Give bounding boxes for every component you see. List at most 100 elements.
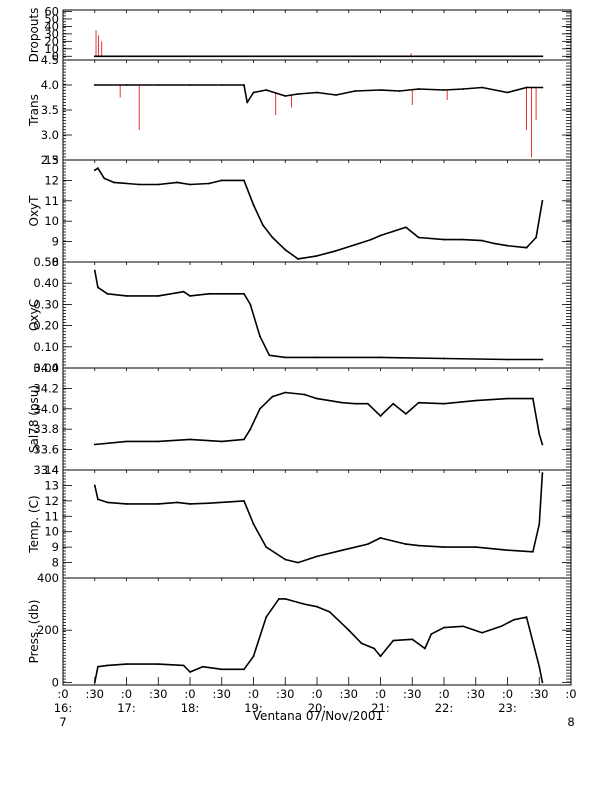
data-point xyxy=(417,236,420,239)
data-point xyxy=(249,428,252,431)
data-point xyxy=(443,357,445,360)
data-point xyxy=(354,90,356,92)
panel-5: 33.4 33.6 33.8 34.0 34.2 34.4 Sal78 (psu) xyxy=(27,361,572,477)
panel-7: 0 200 400 Press. (db) xyxy=(27,571,572,689)
data-point xyxy=(443,89,445,91)
data-point xyxy=(265,546,268,549)
data-point xyxy=(243,499,245,502)
data-point xyxy=(443,626,445,629)
data-point xyxy=(443,402,445,405)
data-point xyxy=(417,401,420,404)
data-point xyxy=(328,611,331,613)
data-point xyxy=(366,402,369,405)
y-tick-label: 9 xyxy=(52,540,59,554)
data-point xyxy=(541,472,544,474)
x-tick-label: :30 xyxy=(466,687,485,701)
data-point xyxy=(271,236,274,239)
data-point xyxy=(106,501,109,504)
data-point xyxy=(379,234,382,237)
data-point xyxy=(430,633,433,636)
data-point xyxy=(525,616,528,619)
data-point xyxy=(93,484,96,487)
y-tick-label: 200 xyxy=(37,623,59,637)
data-point xyxy=(316,55,318,58)
panel-frame xyxy=(62,469,572,579)
data-point xyxy=(157,440,160,443)
x-tick-hour: 17: xyxy=(117,701,136,715)
x-tick-label: :0 xyxy=(311,687,322,701)
data-point xyxy=(284,597,287,600)
data-point xyxy=(189,438,191,441)
x-tick-hour: 19: xyxy=(244,701,263,715)
data-point xyxy=(506,91,509,94)
data-point xyxy=(366,543,369,545)
y-tick-label: 20 xyxy=(44,34,59,48)
data-point xyxy=(284,95,287,97)
data-point xyxy=(525,246,528,249)
data-point xyxy=(112,181,115,184)
data-point xyxy=(138,183,141,186)
data-line xyxy=(94,270,543,361)
data-point xyxy=(243,292,245,295)
y-axis-label: Temp. (C) xyxy=(27,495,41,553)
panel-3: 8 9 10 11 12 13 OxyT xyxy=(27,153,572,269)
data-point xyxy=(243,438,245,441)
y-tick-label: 60 xyxy=(44,4,59,18)
x-tick-label: :30 xyxy=(339,687,358,701)
data-point xyxy=(347,629,350,632)
data-point xyxy=(354,402,356,405)
x-tick-label: :30 xyxy=(276,687,295,701)
data-line xyxy=(94,598,544,683)
data-line xyxy=(94,473,544,564)
y-axis-label: Sal78 (psu) xyxy=(27,385,41,453)
data-point xyxy=(176,501,179,504)
x-tick-hour: 18: xyxy=(181,701,200,715)
data-point xyxy=(220,440,223,443)
data-point xyxy=(316,254,318,257)
x-tick-label: :0 xyxy=(248,687,259,701)
data-point xyxy=(157,84,160,86)
data-point xyxy=(532,550,534,553)
y-tick-label: 13 xyxy=(44,153,59,167)
x-tick-label: :30 xyxy=(85,687,104,701)
data-point xyxy=(398,90,401,92)
data-point xyxy=(506,358,509,361)
data-point xyxy=(243,179,245,182)
data-point xyxy=(316,555,318,558)
data-point xyxy=(189,295,191,297)
data-point xyxy=(541,443,544,446)
y-tick-label: 12 xyxy=(44,173,59,187)
data-point xyxy=(97,167,99,170)
data-point xyxy=(157,183,160,186)
data-point xyxy=(341,401,344,404)
x-tick-label: :0 xyxy=(438,687,449,701)
data-point xyxy=(541,86,544,89)
data-point xyxy=(189,671,191,673)
y-tick-label: 0.10 xyxy=(33,340,59,354)
y-tick-label: 40 xyxy=(44,19,59,33)
x-tick-hour: 22: xyxy=(435,701,454,715)
data-point xyxy=(182,664,185,667)
y-tick-label: 11 xyxy=(44,509,59,523)
y-tick-label: 33.8 xyxy=(33,422,59,436)
x-tick-hour: 21: xyxy=(371,701,390,715)
y-axis-label: OxyC xyxy=(27,299,41,331)
data-point xyxy=(93,55,96,58)
data-point xyxy=(265,89,268,91)
time-axis: :016:7:30:017::30:018::30:019::30:020::3… xyxy=(54,10,577,729)
x-tick-label: :30 xyxy=(530,687,549,701)
data-point xyxy=(208,502,210,505)
x-tick-label: :0 xyxy=(502,687,513,701)
data-point xyxy=(417,88,420,90)
data-point xyxy=(265,616,268,619)
data-point xyxy=(125,295,128,297)
data-point xyxy=(278,597,280,600)
y-tick-label: 34.4 xyxy=(33,361,59,375)
y-tick-label: 10 xyxy=(44,42,59,56)
data-point xyxy=(157,663,160,666)
y-tick-label: 400 xyxy=(37,571,59,585)
y-tick-label: 3.0 xyxy=(41,128,59,142)
x-tick-hour: 20: xyxy=(308,701,327,715)
y-tick-label: 0 xyxy=(52,675,59,689)
